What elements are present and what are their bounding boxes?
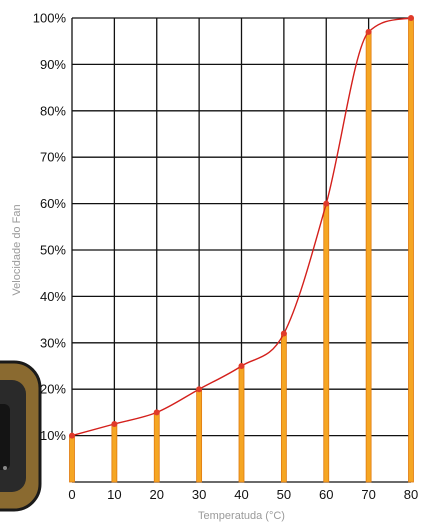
bar-4 bbox=[238, 365, 245, 483]
bar-7 bbox=[365, 31, 372, 483]
bar-0 bbox=[69, 435, 75, 483]
y-tick-label: 80% bbox=[40, 103, 66, 118]
bar-6 bbox=[323, 203, 330, 483]
x-tick-label: 10 bbox=[107, 487, 121, 502]
y-tick-label: 90% bbox=[40, 57, 66, 72]
data-point-4 bbox=[238, 363, 245, 369]
y-tick-label: 70% bbox=[40, 150, 66, 165]
y-tick-label: 60% bbox=[40, 196, 66, 211]
x-axis-ticks: 0 10 20 30 40 50 60 70 80 bbox=[68, 487, 418, 502]
y-tick-label: 50% bbox=[40, 243, 66, 258]
data-points bbox=[69, 15, 414, 439]
bar-3 bbox=[196, 388, 203, 483]
x-tick-label: 70 bbox=[361, 487, 375, 502]
y-axis-title: Velocidade do Fan bbox=[11, 204, 23, 295]
bar-2 bbox=[153, 411, 160, 483]
data-point-7 bbox=[365, 28, 372, 35]
x-axis-title: Temperatuda (°C) bbox=[198, 510, 285, 522]
y-tick-label: 30% bbox=[40, 335, 66, 350]
series-line bbox=[71, 17, 412, 437]
data-point-5 bbox=[280, 330, 287, 337]
data-point-0 bbox=[69, 432, 75, 439]
x-tick-label: 60 bbox=[319, 487, 333, 502]
x-tick-label: 0 bbox=[68, 487, 75, 502]
y-tick-label: 20% bbox=[40, 382, 66, 397]
y-tick-label: 40% bbox=[40, 289, 66, 304]
x-tick-label: 40 bbox=[234, 487, 248, 502]
bar-1 bbox=[111, 423, 118, 483]
data-point-8 bbox=[408, 15, 414, 21]
data-point-3 bbox=[196, 386, 203, 393]
x-tick-label: 30 bbox=[192, 487, 206, 502]
usb-drive-icon bbox=[0, 360, 42, 512]
y-axis-ticks: 10% 20% 30% 40% 50% 60% 70% 80% 90% 100% bbox=[33, 11, 67, 444]
x-tick-label: 80 bbox=[404, 487, 418, 502]
data-point-1 bbox=[111, 421, 118, 427]
y-tick-label: 100% bbox=[33, 11, 67, 26]
x-tick-label: 20 bbox=[150, 487, 164, 502]
y-tick-label: 10% bbox=[40, 428, 66, 443]
data-point-2 bbox=[153, 409, 160, 416]
bar-8 bbox=[408, 17, 414, 483]
bar-5 bbox=[280, 333, 287, 483]
x-tick-label: 50 bbox=[277, 487, 291, 502]
data-point-6 bbox=[323, 200, 330, 207]
